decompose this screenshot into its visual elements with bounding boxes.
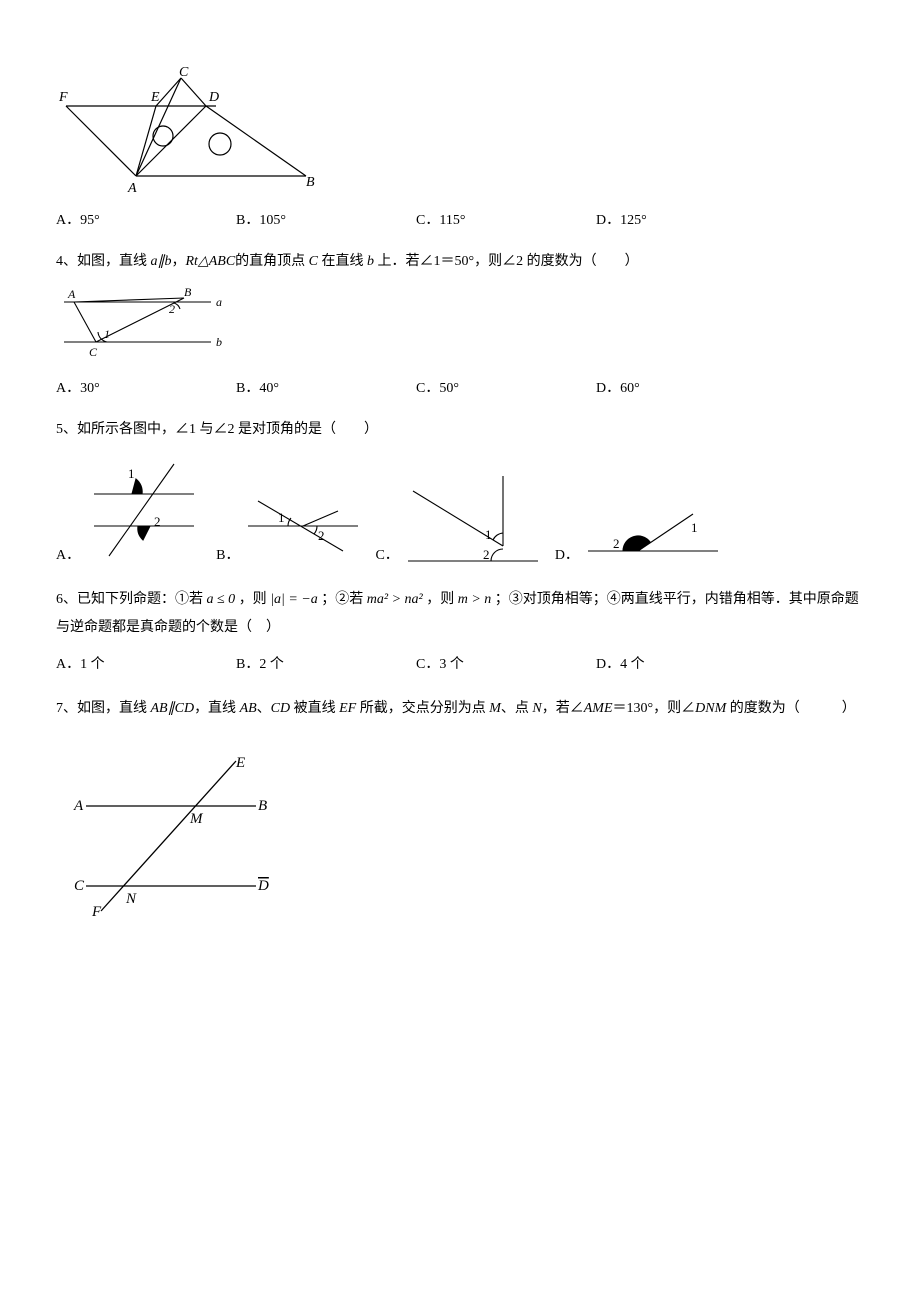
q5c-2: 2 [483, 547, 490, 562]
q7-label-f: F [91, 904, 102, 920]
q7-n: N [532, 701, 541, 716]
q4-t5: 上．若∠1＝50°，则∠2 的度数为（ ） [374, 254, 639, 269]
q4-label-a: A [67, 287, 76, 301]
q7-stem: 7、如图，直线 AB∥CD，直线 AB、CD 被直线 EF 所截，交点分别为点 … [56, 695, 864, 723]
q7-label-c: C [74, 878, 85, 894]
q5b-1: 1 [278, 510, 285, 525]
q3-figure: F E D C A B [56, 66, 864, 196]
q4-t2: ， [172, 254, 186, 269]
q3-option-c: C．115° [416, 210, 596, 231]
q4-label-b: B [184, 285, 192, 299]
q7-ef: EF [339, 701, 356, 716]
q5-c-label: C． [375, 545, 398, 566]
q6-option-b: B．2 个 [236, 654, 416, 675]
q4-label-la: a [216, 295, 222, 309]
q3-option-b: B．105° [236, 210, 416, 231]
q6-c1: a ≤ 0 [207, 592, 236, 607]
q7-dnm: DNM [695, 701, 726, 716]
q6-t1: 6、已知下列命题：①若 [56, 592, 207, 607]
q6-option-d: D．4 个 [596, 654, 776, 675]
q3-label-d: D [208, 90, 219, 105]
q4-ab: a∥b [151, 254, 172, 269]
q6-t4: ，则 [423, 592, 458, 607]
q4-options: A．30° B．40° C．50° D．60° [56, 378, 864, 399]
q6-c2: ma² > na² [367, 592, 423, 607]
q4-label-lb: b [216, 335, 222, 349]
q5-option-d: D． 1 2 [555, 506, 723, 566]
q5-stem: 5、如所示各图中，∠1 与∠2 是对顶角的是（ ） [56, 419, 864, 440]
q4-stem: 4、如图，直线 a∥b，Rt△ABC的直角顶点 C 在直线 b 上．若∠1＝50… [56, 251, 864, 272]
q5a-2: 2 [154, 514, 161, 529]
q7-ab: AB [240, 701, 257, 716]
q3-label-c: C [179, 66, 189, 80]
q5-d-label: D． [555, 545, 579, 566]
q7-t9: 的度数为（ ） [726, 701, 856, 716]
q5-option-b: B． 1 2 [216, 496, 363, 566]
q7-label-n: N [125, 891, 137, 907]
q7-ame: AME [584, 701, 613, 716]
q5-a-label: A． [56, 545, 80, 566]
q7-t5: 所截，交点分别为点 [356, 701, 489, 716]
q5b-2: 2 [318, 528, 325, 543]
q7-abcd: AB∥CD [151, 701, 195, 716]
q7-label-b: B [258, 798, 267, 814]
q4-label-c: C [89, 345, 98, 359]
q4-figure: A B C a b 1 2 [56, 284, 864, 364]
q5-option-c: C． 1 2 [375, 471, 542, 566]
q4-t1: 4、如图，直线 [56, 254, 151, 269]
q4-t4: 在直线 [318, 254, 367, 269]
q3-label-b: B [306, 175, 315, 190]
q6-t2: ，则 [235, 592, 270, 607]
q5-b-label: B． [216, 545, 239, 566]
q4-rt: Rt [186, 254, 198, 269]
q3-label-a: A [127, 181, 137, 196]
q3-options: A．95° B．105° C．115° D．125° [56, 210, 864, 231]
q4-label-1: 1 [104, 327, 110, 341]
q4-c: C [309, 254, 318, 269]
q7-figure: A B C D E F M N [56, 751, 864, 921]
q5-options: A． 1 2 B． 1 [56, 456, 864, 566]
q7-label-e: E [235, 755, 245, 771]
q4-label-2: 2 [169, 302, 175, 316]
q7-t6: 、点 [501, 701, 533, 716]
q5d-2: 2 [613, 536, 620, 551]
q3-option-a: A．95° [56, 210, 236, 231]
q7-t1: 7、如图，直线 [56, 701, 151, 716]
q7-t7: ，若∠ [542, 701, 584, 716]
q4-option-c: C．50° [416, 378, 596, 399]
q5a-1: 1 [128, 466, 135, 481]
q7-m: M [489, 701, 501, 716]
q7-label-m: M [189, 811, 204, 827]
q4-b: b [367, 254, 374, 269]
q4-option-b: B．40° [236, 378, 416, 399]
q7-cd: CD [271, 701, 290, 716]
q6-options: A．1 个 B．2 个 C．3 个 D．4 个 [56, 654, 864, 675]
q7-t2: ，直线 [194, 701, 240, 716]
q4-tri: △ABC [198, 254, 235, 269]
q6-option-c: C．3 个 [416, 654, 596, 675]
q6-abs: |a| = −a [270, 592, 318, 607]
q5d-1: 1 [691, 520, 698, 535]
q6-t3: ；②若 [318, 592, 367, 607]
q3-label-e: E [150, 90, 160, 105]
q3-label-f: F [58, 90, 68, 105]
q7-label-a: A [73, 798, 84, 814]
q6-option-a: A．1 个 [56, 654, 236, 675]
q6-stem: 6、已知下列命题：①若 a ≤ 0 ，则 |a| = −a ；②若 ma² > … [56, 586, 864, 642]
q5-option-a: A． 1 2 [56, 456, 204, 566]
q3-option-d: D．125° [596, 210, 776, 231]
q4-t3: 的直角顶点 [235, 254, 309, 269]
q7-t4: 被直线 [290, 701, 339, 716]
q7-t3: 、 [257, 701, 271, 716]
q4-option-d: D．60° [596, 378, 776, 399]
q6-mn: m > n [458, 592, 492, 607]
q4-option-a: A．30° [56, 378, 236, 399]
q5c-1: 1 [485, 527, 492, 542]
q7-label-d: D [257, 878, 269, 894]
q7-t8: ＝130°，则∠ [613, 701, 696, 716]
